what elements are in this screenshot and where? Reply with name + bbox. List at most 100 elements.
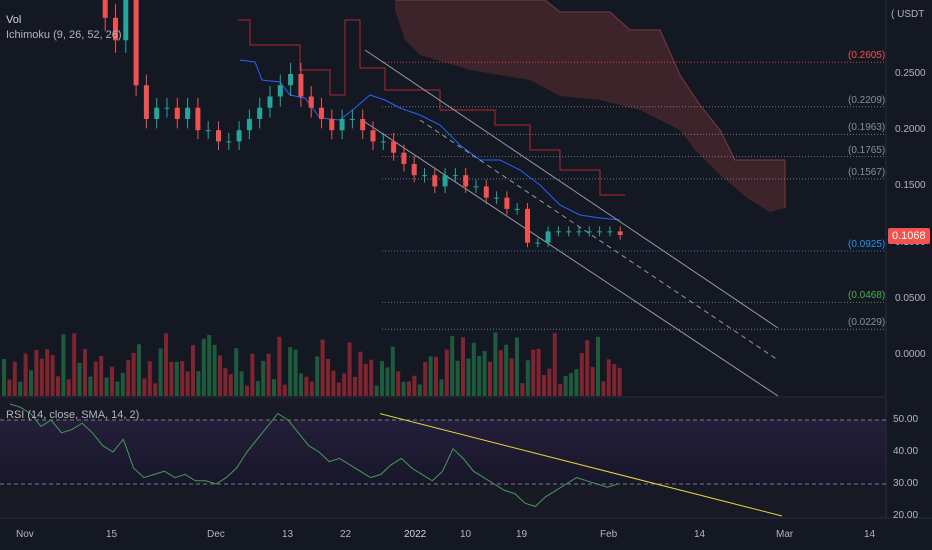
candle-body — [483, 186, 489, 198]
volume-bar — [428, 356, 433, 396]
volume-bar — [542, 374, 546, 396]
rsi-trendline — [379, 413, 783, 517]
volume-bar — [444, 349, 449, 396]
price-tick: 0.2000 — [895, 124, 926, 136]
candle-body — [360, 118, 366, 131]
volume-bar — [498, 350, 503, 396]
volume-bar — [363, 363, 368, 396]
fib-label: (0.1963) — [848, 122, 886, 134]
candle-body — [525, 208, 530, 243]
volume-bar — [250, 353, 255, 396]
ichimoku-cloud — [395, 0, 785, 212]
candle-body — [257, 107, 263, 119]
volume-bar — [558, 384, 563, 396]
fib-label: (0.1567) — [848, 166, 886, 178]
candle-body — [298, 74, 304, 97]
volume-bar — [450, 336, 455, 396]
candle-body — [535, 242, 541, 244]
tenkan-line — [239, 59, 621, 221]
volume-bar — [482, 351, 487, 396]
volume-bar — [547, 368, 552, 396]
volume-bar — [434, 356, 438, 396]
fib-label: (0.2209) — [848, 94, 886, 106]
candle-body — [246, 118, 252, 131]
volume-bar — [525, 360, 530, 396]
candle-body — [308, 96, 314, 108]
last-price-badge: 0.1068 — [888, 228, 930, 244]
candle-body — [514, 208, 520, 210]
vol-legend[interactable]: Vol — [6, 14, 22, 26]
volume-bar — [72, 333, 77, 396]
volume-bar — [385, 367, 390, 396]
candle-body — [174, 107, 180, 119]
volume-bar — [353, 376, 357, 396]
price-tick: 0.0000 — [895, 349, 926, 360]
volume-bar — [407, 381, 411, 396]
fib-label: (0.0229) — [848, 317, 886, 329]
time-tick: 13 — [282, 529, 294, 540]
candle-body — [401, 152, 407, 164]
volume-bar — [579, 353, 584, 396]
volume-bar — [147, 361, 152, 396]
volume-bar — [83, 349, 87, 396]
volume-bar — [282, 384, 287, 396]
volume-bar — [304, 376, 309, 396]
volume-bar — [293, 349, 298, 396]
volume-bar — [126, 360, 131, 396]
volume-bar — [455, 360, 460, 396]
volume-bar — [612, 363, 617, 396]
volume-bar — [466, 358, 471, 396]
volume-bar — [342, 373, 347, 396]
volume-bar — [288, 347, 293, 396]
volume-bar — [228, 374, 233, 396]
volume-bar — [207, 335, 212, 396]
candle-body — [349, 118, 355, 120]
candle-body — [422, 175, 427, 177]
candle-body — [216, 130, 221, 142]
kijun-line — [238, 19, 625, 196]
volume-bar — [61, 334, 66, 396]
volume-bar — [45, 349, 50, 396]
volume-bar — [509, 358, 514, 396]
volume-bar — [196, 371, 201, 396]
rsi-tick: 30.00 — [893, 478, 919, 489]
volume-bar — [606, 359, 611, 396]
rsi-tick: 40.00 — [893, 446, 919, 457]
volume-bar — [417, 384, 422, 396]
volume-bar — [131, 352, 136, 396]
price-tick: 0.1500 — [895, 180, 926, 192]
volume-bar — [191, 345, 195, 396]
candle-body — [555, 231, 561, 233]
volume-bar — [461, 337, 465, 396]
volume-bar — [185, 371, 190, 396]
ichimoku-legend[interactable]: Ichimoku (9, 26, 52, 26) — [6, 29, 122, 41]
volume-bar — [99, 355, 104, 396]
price-tick: 0.0500 — [895, 292, 926, 304]
channel-upper — [364, 49, 779, 329]
candle-body — [566, 231, 572, 233]
volume-bar — [601, 381, 606, 396]
volume-bar — [266, 353, 271, 396]
volume-bar — [212, 344, 217, 396]
volume-bar — [115, 381, 120, 396]
candle-body — [123, 0, 129, 41]
rsi-legend[interactable]: RSI (14, close, SMA, 14, 2) — [6, 409, 140, 421]
volume-bar — [331, 370, 336, 396]
volume-bar — [34, 349, 39, 396]
volume-bar — [7, 379, 12, 396]
volume-bar — [120, 372, 125, 396]
volume-bar — [390, 346, 395, 396]
volume-bar — [531, 349, 536, 396]
candle-body — [277, 85, 283, 97]
candle-body — [597, 231, 603, 233]
volume-bar — [596, 336, 600, 396]
volume-bar — [277, 336, 282, 396]
volume-bar — [218, 355, 222, 396]
candle-body — [442, 175, 448, 187]
volume-bar — [315, 356, 320, 396]
volume-bar — [617, 367, 622, 396]
volume-bar — [2, 359, 6, 396]
volume-bar — [104, 377, 109, 396]
volume-bar — [471, 342, 476, 396]
